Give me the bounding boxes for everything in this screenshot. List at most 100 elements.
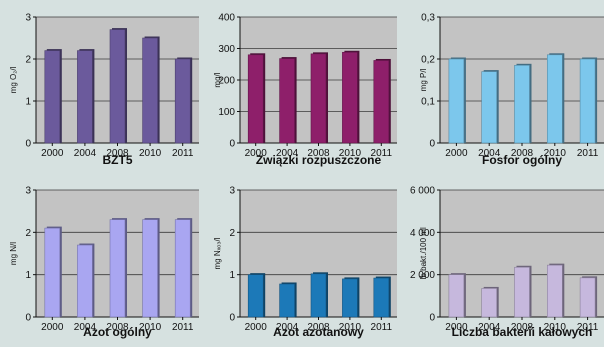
chart-title: BZT5 <box>103 153 133 167</box>
x-tick-label: 2004 <box>276 322 299 333</box>
x-tick-label: 2011 <box>577 148 599 159</box>
y-tick-label: 3 <box>25 13 31 24</box>
y-tick-label: 400 <box>218 13 235 24</box>
y-tick-label: 0 <box>229 139 235 150</box>
bar <box>448 274 465 318</box>
x-tick-label: 2010 <box>139 148 162 159</box>
y-tick-label: 0 <box>25 139 31 150</box>
y-tick-label: 1 <box>25 270 31 281</box>
y-tick-label: 2 000 <box>410 270 435 281</box>
chart-title: Fosfor ogólny <box>482 153 562 167</box>
x-tick-label: 2010 <box>339 322 362 333</box>
x-tick-label: 2004 <box>276 148 299 159</box>
x-tick-label: 2011 <box>371 322 393 333</box>
bar <box>546 54 563 144</box>
bar <box>448 58 465 144</box>
bar <box>279 58 295 144</box>
x-tick-label: 2010 <box>544 322 567 333</box>
chart-panel-3: 0 0,1 0,2 0,3 2000 2004 2008 2010 2011 mg P/l Fosf… <box>419 13 604 167</box>
bar <box>174 58 191 144</box>
chart-title: Liczba bakterii kałowych <box>452 325 593 339</box>
bar <box>342 278 358 318</box>
x-tick-label: 2011 <box>172 148 194 159</box>
bar <box>247 54 264 144</box>
chart-panel-5: 0 1 2 3 2000 2004 2008 2010 2011 mg Nₓₒ₃/l Azot az… <box>213 186 397 339</box>
chart-title: Azot azotanowy <box>273 325 364 339</box>
y-axis-label: mg P/l <box>419 68 428 91</box>
x-tick-label: 2008 <box>511 322 534 333</box>
bar <box>310 53 327 144</box>
bar <box>481 288 498 318</box>
bar <box>142 37 158 144</box>
y-tick-label: 6 000 <box>410 186 435 197</box>
x-tick-label: 2008 <box>511 148 534 159</box>
y-tick-label: 2 <box>229 228 235 239</box>
x-tick-label: 2000 <box>41 322 64 333</box>
x-tick-label: 2010 <box>339 148 362 159</box>
y-tick-label: 0,3 <box>421 13 435 24</box>
bar <box>174 219 191 318</box>
y-tick-label: 300 <box>218 44 235 55</box>
bar <box>77 50 93 144</box>
bar <box>373 277 390 318</box>
x-tick-label: 2000 <box>245 322 268 333</box>
chart-title: Związki rozpuszczone <box>256 153 382 167</box>
x-tick-label: 2008 <box>106 148 129 159</box>
x-tick-label: 2000 <box>41 148 64 159</box>
y-tick-label: 0,2 <box>421 55 435 66</box>
y-axis-label: Ib bakt./100 ml <box>419 227 428 280</box>
y-tick-label: 1 <box>25 97 31 108</box>
y-tick-label: 1 <box>229 270 235 281</box>
y-axis-label: mg N/l <box>9 242 18 265</box>
bar <box>247 274 264 318</box>
y-tick-label: 0,1 <box>421 97 435 108</box>
bar <box>342 51 358 144</box>
y-tick-label: 0 <box>429 313 435 324</box>
bar <box>579 277 596 318</box>
y-tick-label: 3 <box>25 186 31 197</box>
bar <box>44 227 61 318</box>
y-tick-label: 0 <box>229 313 235 324</box>
bar <box>109 219 126 318</box>
x-tick-label: 2008 <box>106 322 129 333</box>
x-tick-label: 2008 <box>307 148 330 159</box>
x-tick-label: 2000 <box>445 148 468 159</box>
chart-panel-1: 0 1 2 3 2000 2004 2008 2010 2011 mg O₂/l BZT5 <box>9 13 199 167</box>
chart-panel-4: 0 1 2 3 2000 2004 2008 2010 2011 mg N/l Azot ogóln… <box>9 186 199 339</box>
bar <box>546 264 563 318</box>
bar <box>579 58 596 144</box>
x-tick-label: 2000 <box>245 148 268 159</box>
bar <box>44 50 61 144</box>
y-tick-label: 200 <box>218 76 235 87</box>
y-tick-label: 4 000 <box>410 228 435 239</box>
y-tick-label: 2 <box>25 228 31 239</box>
x-tick-label: 2010 <box>139 322 162 333</box>
x-tick-label: 2004 <box>478 322 501 333</box>
bar <box>373 60 390 144</box>
y-tick-label: 3 <box>229 186 235 197</box>
x-tick-label: 2004 <box>478 148 501 159</box>
bar <box>481 71 498 144</box>
bar <box>514 266 530 318</box>
x-tick-label: 2008 <box>307 322 330 333</box>
bar <box>77 244 93 318</box>
bar <box>310 273 327 318</box>
bar <box>142 219 158 318</box>
x-tick-label: 2004 <box>74 322 97 333</box>
x-tick-label: 2011 <box>577 322 599 333</box>
bar <box>109 29 126 144</box>
bar <box>514 65 530 144</box>
chart-panel-6: 0 2 000 4 000 6 000 2000 2004 2008 2010 2011 Ib b… <box>410 186 604 339</box>
y-axis-label: mg O₂/l <box>9 66 18 93</box>
x-tick-label: 2011 <box>371 148 393 159</box>
y-tick-label: 100 <box>218 107 235 118</box>
y-tick-label: 2 <box>25 55 31 66</box>
y-tick-label: 0 <box>429 139 435 150</box>
y-tick-label: 0 <box>25 313 31 324</box>
chart-panel-2: 0 100 200 300 400 2000 2004 2008 2010 2011 mg/l Zwi… <box>213 13 397 167</box>
chart-title: Azot ogólny <box>83 325 152 339</box>
y-axis-label: mg Nₓₒ₃/l <box>213 237 222 269</box>
x-tick-label: 2004 <box>74 148 97 159</box>
x-tick-label: 2000 <box>445 322 468 333</box>
x-tick-label: 2011 <box>172 322 194 333</box>
